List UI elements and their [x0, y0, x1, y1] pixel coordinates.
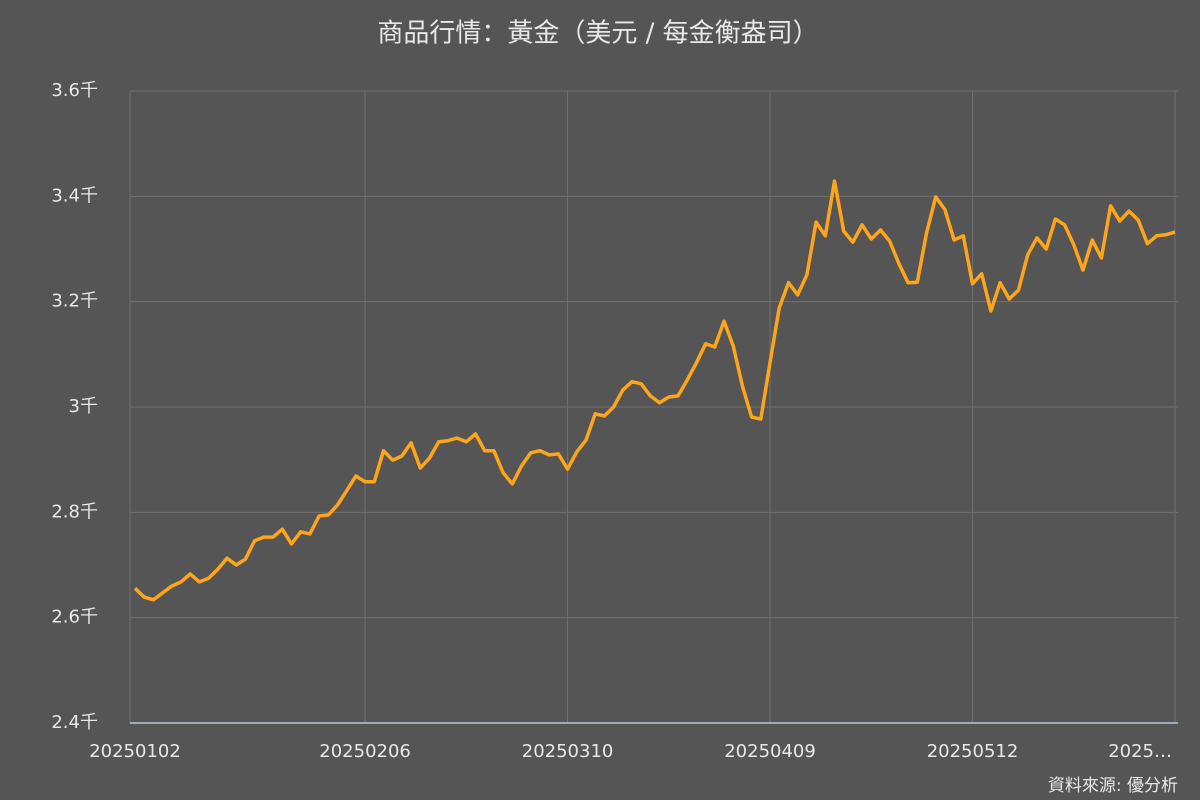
- y-tick-label: 3.6千: [51, 80, 98, 101]
- y-tick-label: 3.4千: [51, 185, 98, 206]
- x-tick-label: 20250206: [319, 741, 411, 762]
- x-tick-label: 20250102: [89, 741, 181, 762]
- y-tick-label: 3.2千: [51, 291, 98, 312]
- y-tick-label: 2.6千: [51, 607, 98, 628]
- y-tick-label: 3千: [69, 396, 98, 417]
- chart-title: 商品行情：黃金（美元 / 每金衡盎司）: [377, 19, 818, 49]
- source-note: 資料來源: 優分析: [1048, 776, 1178, 796]
- y-tick-label: 2.4千: [51, 712, 98, 733]
- x-tick-label: 2025…: [1108, 741, 1172, 762]
- x-tick-label: 20250409: [724, 741, 816, 762]
- x-tick-label: 20250310: [522, 741, 614, 762]
- y-tick-label: 2.8千: [51, 501, 98, 522]
- price-line: [133, 179, 1176, 602]
- x-tick-label: 20250512: [927, 741, 1019, 762]
